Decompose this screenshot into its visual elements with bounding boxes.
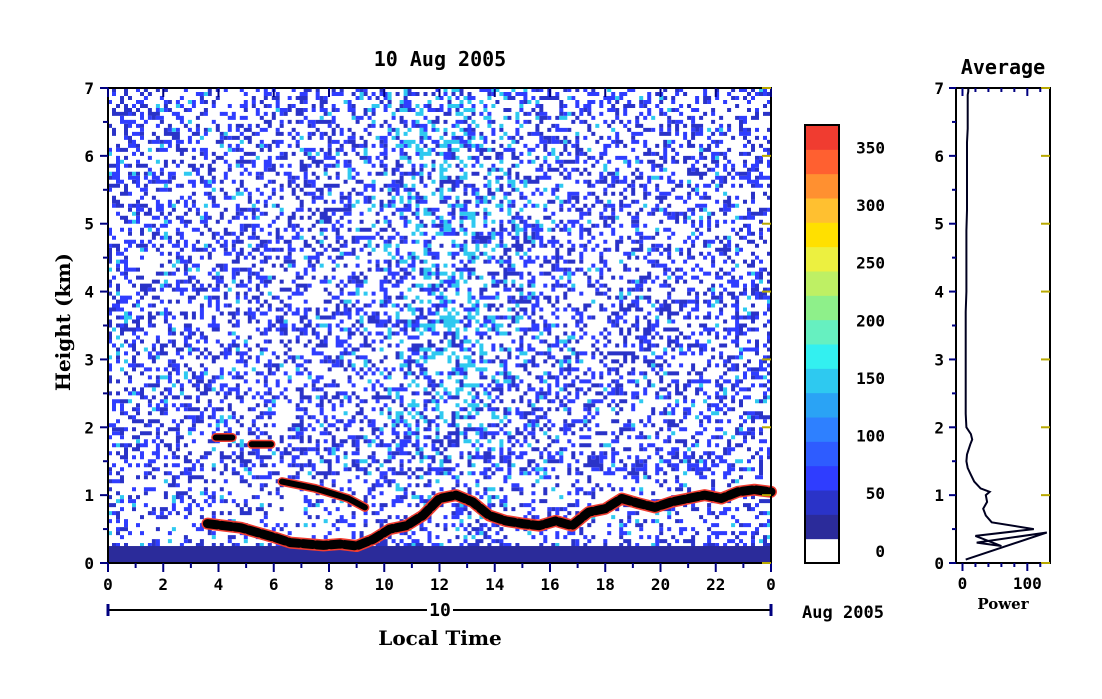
colorbar-segment — [805, 246, 839, 272]
colorbar-segment — [805, 173, 839, 199]
y-tick-label: 3 — [84, 350, 94, 369]
colorbar-frame — [804, 124, 840, 564]
x-tick-label: 2 — [158, 575, 168, 594]
heatmap-cells — [108, 88, 771, 563]
y-tick-label: 2 — [84, 418, 94, 437]
heatmap-x-ticks: 0 2 4 6 8 10 12 14 16 18 20 22 0 — [103, 88, 776, 594]
colorbar-segment — [805, 319, 839, 345]
colorbar-segment — [805, 490, 839, 515]
y-tick-label: 5 — [84, 215, 94, 234]
profile-title: Average — [961, 55, 1045, 79]
date-day-background — [427, 600, 453, 620]
surface-layer — [108, 546, 771, 563]
y-tick-label: 0 — [84, 554, 94, 573]
date-month-year-label: Aug 2005 — [802, 603, 884, 623]
boundary-layer-top — [202, 485, 776, 551]
x-tick-label: 6 — [269, 575, 279, 594]
colorbar-segment — [805, 125, 839, 150]
x-tick-label: 8 — [324, 575, 334, 594]
date-day-label: 10 — [429, 600, 451, 621]
colorbar-tick-label: 100 — [856, 427, 885, 446]
colorbar-segment — [805, 198, 839, 223]
x-tick-label: 10 — [375, 575, 394, 594]
colorbar-segment — [805, 417, 839, 442]
profile-y-tick-label: 3 — [934, 350, 944, 369]
heatmap-x-label: Local Time — [378, 626, 501, 650]
x-tick-label: 12 — [430, 575, 449, 594]
x-tick-label: 0 — [103, 575, 113, 594]
colorbar-tick-label: 350 — [856, 138, 885, 157]
heatmap-title: 10 Aug 2005 — [374, 47, 506, 71]
y-tick-label: 4 — [84, 283, 94, 302]
profile-y-ticks: 0 1 2 3 4 5 6 7 — [934, 79, 1050, 573]
y-tick-label: 1 — [84, 486, 94, 505]
profile-frame — [955, 87, 1051, 564]
profile-y-tick-label: 2 — [934, 418, 944, 437]
x-tick-label: 14 — [485, 575, 504, 594]
colorbar-tick-label: 0 — [875, 542, 885, 561]
heatmap-texture-cyan — [108, 88, 771, 563]
colorbar-tick-label: 300 — [856, 196, 885, 215]
profile-y-tick-label: 4 — [934, 283, 944, 302]
colorbar-segment — [805, 392, 839, 418]
residual-layer — [279, 478, 368, 511]
profile-y-tick-label: 5 — [934, 215, 944, 234]
colorbar-ticks: 0 50 100 150 200 250 300 350 — [856, 138, 885, 560]
x-tick-label: 22 — [706, 575, 725, 594]
colorbar-segment — [805, 441, 839, 467]
colorbar — [805, 125, 839, 564]
profile-x-tick-label: 100 — [1013, 574, 1042, 593]
colorbar-tick-label: 50 — [866, 484, 885, 503]
profile-x-ticks: 0 100 — [958, 88, 1042, 593]
y-tick-label: 7 — [84, 79, 94, 98]
colorbar-segment — [805, 368, 839, 394]
profile-x-label: Power — [977, 595, 1029, 613]
colorbar-tick-label: 150 — [856, 369, 885, 388]
colorbar-segment — [805, 222, 839, 248]
heatmap-y-label: Height (km) — [51, 253, 75, 391]
profile-line — [964, 88, 1048, 561]
colorbar-tick-label: 250 — [856, 254, 885, 273]
profile-x-tick-label: 0 — [958, 574, 968, 593]
colorbar-segment — [805, 514, 839, 540]
colorbar-segment — [805, 271, 839, 296]
x-tick-label: 4 — [214, 575, 224, 594]
profile-y-tick-label: 7 — [934, 79, 944, 98]
colorbar-segment — [805, 538, 839, 564]
x-tick-label: 18 — [596, 575, 615, 594]
x-tick-label: 16 — [540, 575, 559, 594]
profile-y-tick-label: 6 — [934, 147, 944, 166]
colorbar-tick-label: 200 — [856, 311, 885, 330]
x-tick-label: 0 — [766, 575, 776, 594]
x-tick-label: 20 — [651, 575, 670, 594]
colorbar-segment — [805, 465, 839, 491]
colorbar-segment — [805, 149, 839, 175]
y-tick-label: 6 — [84, 147, 94, 166]
colorbar-segment — [805, 295, 839, 321]
heatmap-texture-darkblue — [108, 88, 771, 563]
colorbar-segment — [805, 344, 839, 369]
heatmap-y-ticks: 0 1 2 3 4 5 6 7 — [84, 79, 771, 573]
profile-y-tick-label: 0 — [934, 554, 944, 573]
heatmap-features — [108, 433, 777, 563]
profile-y-tick-label: 1 — [934, 486, 944, 505]
heatmap-texture-blue — [108, 88, 771, 563]
